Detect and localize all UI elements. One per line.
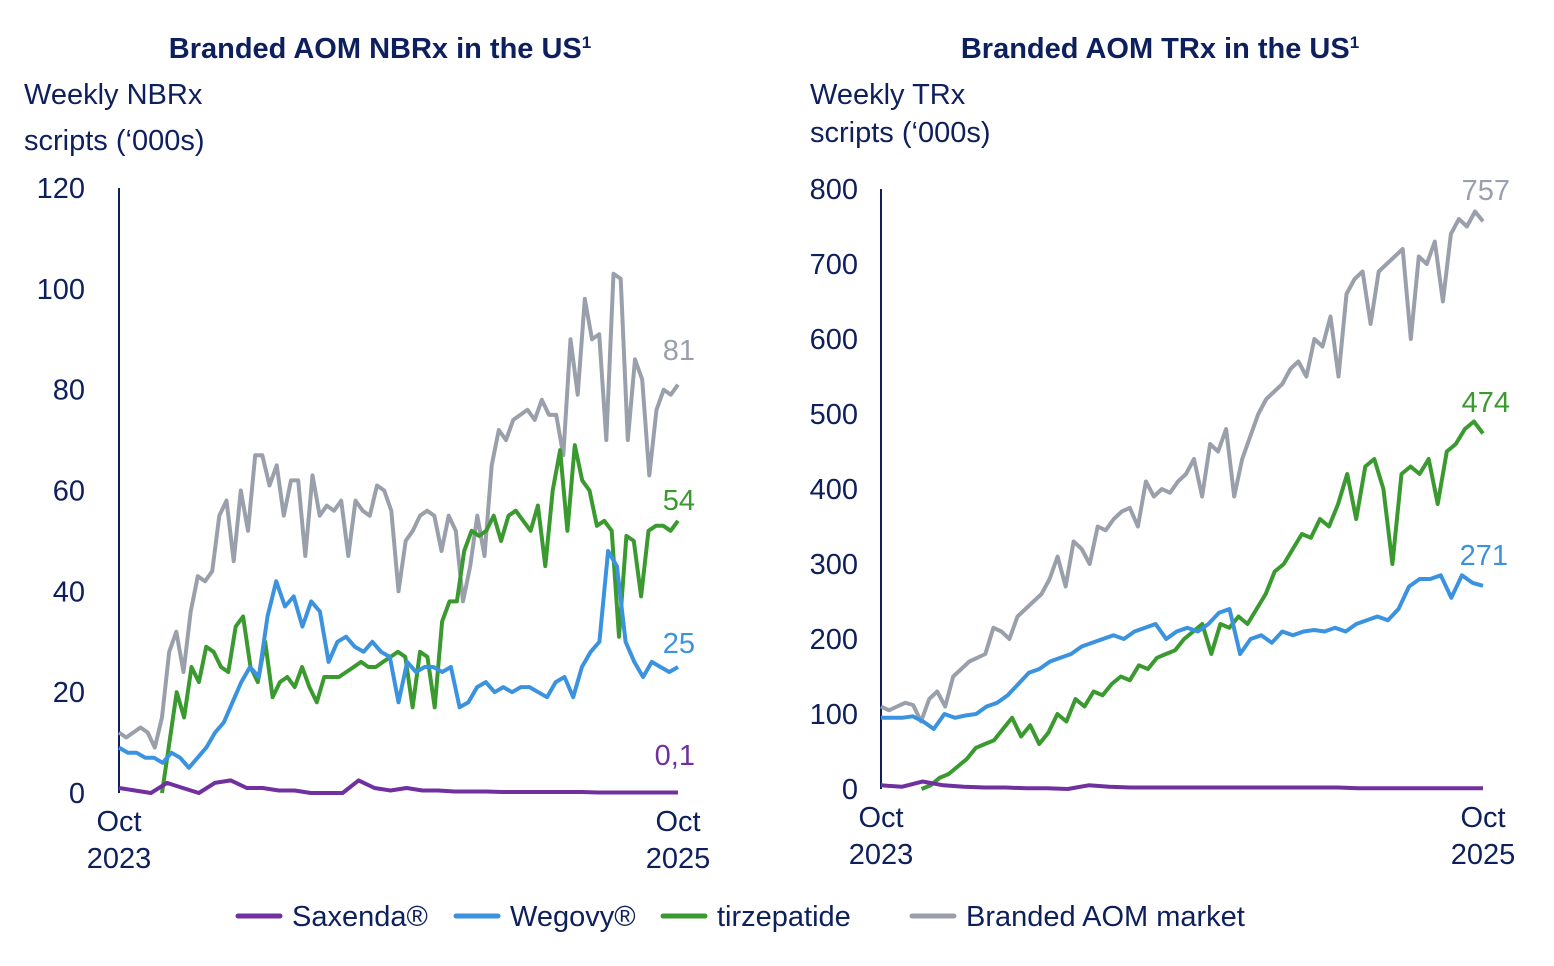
y-axis-label-line1: Weekly TRx xyxy=(810,79,966,111)
legend-item: Wegovy® xyxy=(453,901,636,933)
y-tick-label: 0 xyxy=(842,774,858,806)
x-tick-label-month: Oct xyxy=(858,802,903,834)
legend-label: tirzepatide xyxy=(717,901,851,933)
y-tick-label: 300 xyxy=(810,549,858,581)
y-axis-label-line2: scripts (‘000s) xyxy=(24,125,205,157)
end-value-label: 81 xyxy=(663,335,695,367)
legend-item: Branded AOM market xyxy=(909,901,1245,933)
x-tick-label-month: Oct xyxy=(96,806,141,838)
series-line-saxenda xyxy=(118,778,678,795)
y-axis-label-line2: scripts (‘000s) xyxy=(810,117,991,149)
chart-title: Branded AOM TRx in the US1 xyxy=(961,33,1359,65)
nbrx-chart: Branded AOM NBRx in the US1 Weekly NBRx … xyxy=(24,33,710,875)
legend: Saxenda® Wegovy® tirzepatide Branded AOM ma… xyxy=(235,901,1245,933)
end-value-label: 271 xyxy=(1460,540,1508,572)
x-tick-label-month: Oct xyxy=(1460,802,1505,834)
legend-label: Saxenda® xyxy=(292,901,428,933)
x-tick-label-year: 2023 xyxy=(849,839,914,871)
series-line-tirzepatide xyxy=(920,419,1485,791)
title-superscript: 1 xyxy=(1350,33,1359,52)
title-text: Branded AOM TRx in the US xyxy=(961,33,1350,65)
end-value-label: 474 xyxy=(1462,387,1510,419)
trx-chart: Branded AOM TRx in the US1 Weekly TRx sc… xyxy=(810,33,1516,871)
legend-item: Saxenda® xyxy=(235,901,428,933)
series-line-tirzepatide xyxy=(160,443,680,794)
series-line-saxenda xyxy=(880,779,1483,791)
y-tick-label: 700 xyxy=(810,249,858,281)
legend-label: Wegovy® xyxy=(510,901,636,933)
x-tick-label-year: 2025 xyxy=(1451,839,1516,871)
series-line-wegovy xyxy=(881,573,1484,731)
y-axis-label-line1: Weekly NBRx xyxy=(24,79,203,111)
y-tick-label: 100 xyxy=(37,274,85,306)
y-tick-label: 60 xyxy=(53,476,85,508)
y-tick-label: 120 xyxy=(37,173,85,205)
y-tick-label: 800 xyxy=(810,174,858,206)
y-tick-label: 80 xyxy=(53,375,85,407)
end-value-label: 0,1 xyxy=(655,740,695,772)
y-tick-label: 500 xyxy=(810,399,858,431)
x-tick-label-year: 2025 xyxy=(646,843,711,875)
series-line-wegovy xyxy=(117,549,679,770)
series-line-branded-aom-market xyxy=(117,271,680,750)
x-tick-label-year: 2023 xyxy=(87,843,152,875)
y-tick-label: 40 xyxy=(53,576,85,608)
x-tick-label-month: Oct xyxy=(655,806,700,838)
end-value-label: 25 xyxy=(663,628,695,660)
y-tick-label: 600 xyxy=(810,324,858,356)
legend-label: Branded AOM market xyxy=(966,901,1245,933)
end-value-label: 757 xyxy=(1462,175,1510,207)
y-tick-label: 200 xyxy=(810,624,858,656)
end-value-label: 54 xyxy=(663,485,695,517)
y-tick-label: 100 xyxy=(810,699,858,731)
title-text: Branded AOM NBRx in the US xyxy=(169,33,582,65)
legend-item: tirzepatide xyxy=(660,901,851,933)
series-line-branded-aom-market xyxy=(880,209,1485,724)
y-tick-label: 0 xyxy=(69,778,85,810)
y-tick-label: 400 xyxy=(810,474,858,506)
chart-title: Branded AOM NBRx in the US1 xyxy=(169,33,591,65)
y-tick-label: 20 xyxy=(53,677,85,709)
title-superscript: 1 xyxy=(582,33,591,52)
